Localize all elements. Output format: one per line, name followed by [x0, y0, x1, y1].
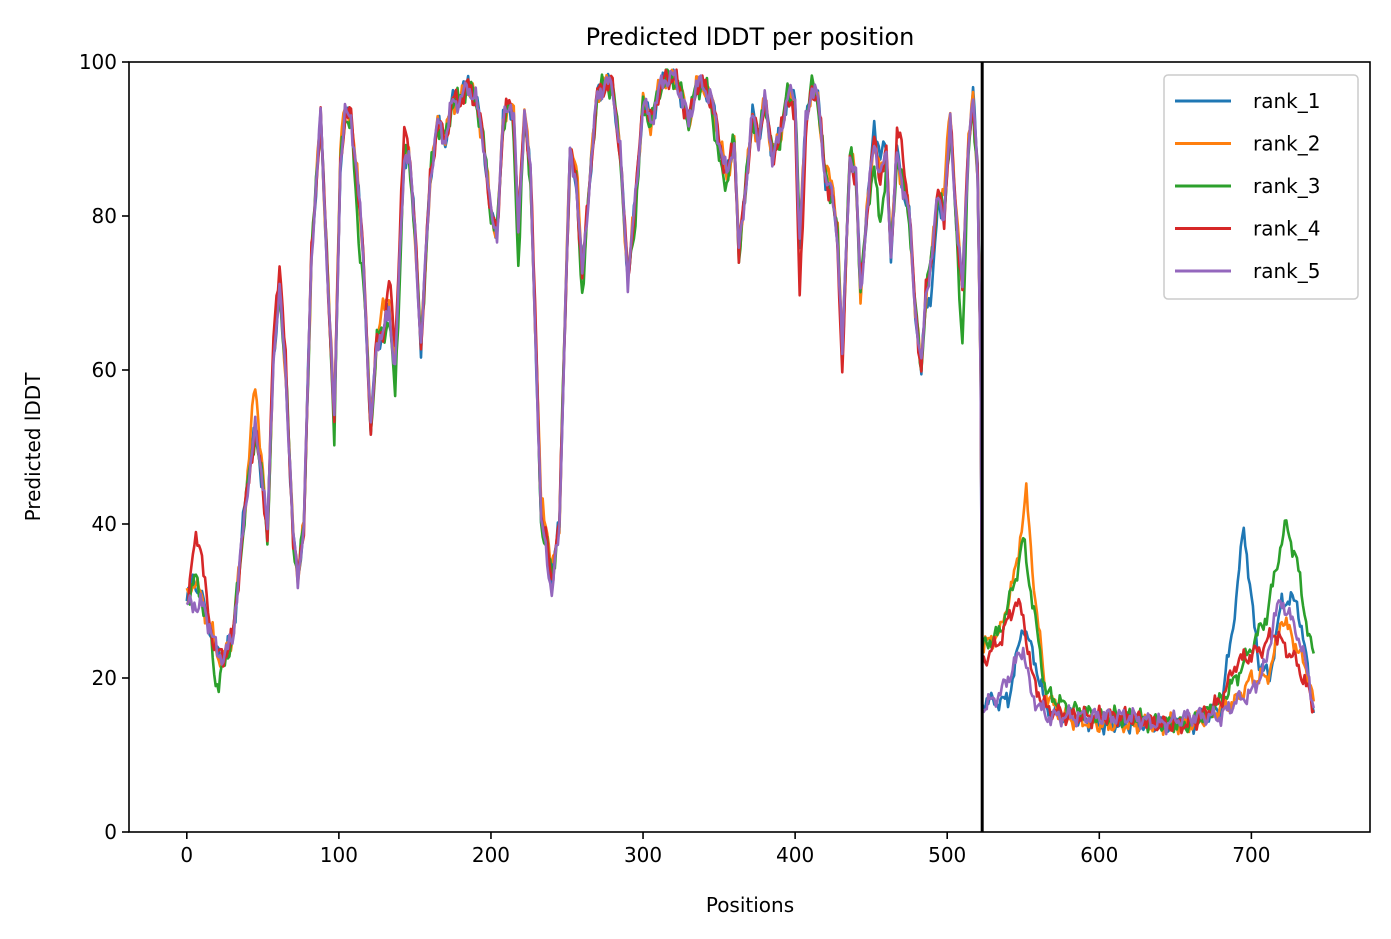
series-lines: [185, 68, 1316, 737]
x-axis-ticks: 0 100 200 300 400 500 600 700: [180, 832, 1270, 867]
chart-title: Predicted lDDT per position: [586, 23, 915, 51]
series-line-rank_5: [185, 69, 1315, 736]
legend: rank_1 rank_2 rank_3 rank_4 rank_5: [1163, 74, 1359, 300]
x-tick-label: 200: [472, 843, 510, 867]
y-tick-label: 80: [92, 204, 117, 228]
legend-label-rank_2: rank_2: [1253, 132, 1320, 156]
plot-area-frame: [128, 61, 1371, 833]
x-tick-label: 600: [1080, 843, 1118, 867]
y-axis-title: Predicted lDDT: [21, 372, 45, 522]
y-tick-label: 0: [104, 820, 117, 844]
y-tick-label: 20: [92, 666, 117, 690]
y-axis-ticks: 0 20 40 60 80 100: [79, 50, 129, 844]
legend-box: [1163, 74, 1359, 300]
x-tick-label: 0: [180, 843, 193, 867]
legend-label-rank_1: rank_1: [1253, 89, 1320, 113]
x-tick-label: 700: [1232, 843, 1270, 867]
legend-label-rank_4: rank_4: [1253, 217, 1320, 241]
x-tick-label: 100: [320, 843, 358, 867]
x-tick-label: 500: [928, 843, 966, 867]
x-axis-title: Positions: [706, 893, 794, 917]
y-tick-label: 60: [92, 358, 117, 382]
x-tick-label: 300: [624, 843, 662, 867]
legend-label-rank_3: rank_3: [1253, 174, 1320, 198]
y-tick-label: 40: [92, 512, 117, 536]
y-tick-label: 100: [79, 50, 117, 74]
legend-label-rank_5: rank_5: [1253, 259, 1320, 283]
x-tick-label: 400: [776, 843, 814, 867]
